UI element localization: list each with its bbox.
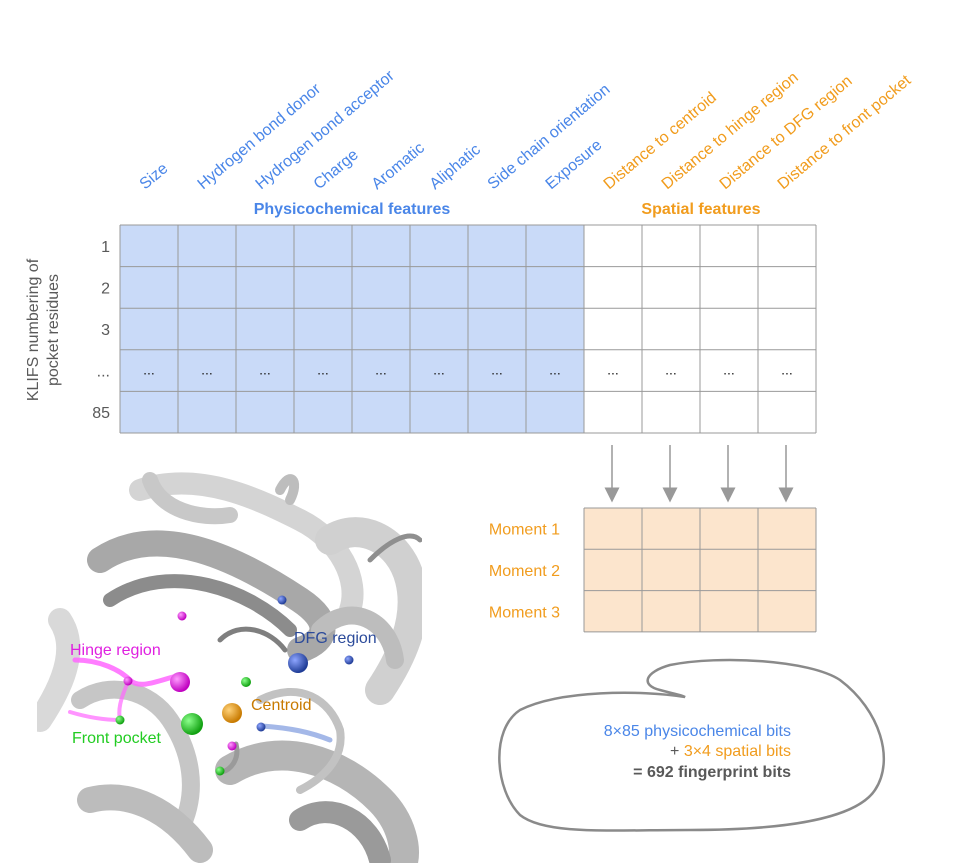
hinge-region-label: Hinge region: [70, 642, 161, 659]
ellipsis-cell: ...: [781, 362, 793, 378]
centroid-label: Centroid: [251, 697, 311, 714]
spatial-group-header: Spatial features: [641, 201, 760, 218]
row-axis-label: KLIFS numbering of pocket residues: [25, 258, 62, 401]
moment-matrix: Moment 1 Moment 2 Moment 3: [489, 507, 817, 633]
dfg-region-label: DFG region: [294, 630, 377, 647]
ellipsis-cell: ...: [607, 362, 619, 378]
summary-line-total: = 692 fingerprint bits: [633, 764, 791, 781]
ellipsis-cell: ...: [201, 362, 213, 378]
row-label: 85: [92, 405, 110, 422]
column-header-physicochemical: Charge: [311, 146, 362, 193]
feature-matrix: 1 2 3.....................................…: [92, 224, 817, 434]
column-header-physicochemical: Size: [137, 160, 172, 193]
row-label: 3: [101, 322, 110, 339]
summary-equals: =: [633, 764, 647, 781]
row-label: ...: [97, 364, 110, 381]
ellipsis-cell: ...: [665, 362, 677, 378]
ellipsis-cell: ...: [433, 362, 445, 378]
physicochemical-group-header: Physicochemical features: [254, 201, 451, 218]
row-label: 1: [101, 239, 110, 256]
row-label: 2: [101, 280, 110, 297]
moment-label: Moment 1: [489, 522, 560, 539]
kinase-structure-illustration: Hinge region Front pocket DFG region Cen…: [37, 468, 422, 863]
summary-plus: +: [670, 743, 684, 760]
summary-cloud: 8×85 physicochemical bits + 3×4 spatial …: [498, 658, 885, 832]
ellipsis-cell: ...: [317, 362, 329, 378]
row-axis-label-line1: KLIFS numbering of: [25, 258, 42, 401]
moment-arrows: [604, 445, 794, 503]
summary-line-spatial: + 3×4 spatial bits: [670, 743, 791, 760]
ellipsis-cell: ...: [259, 362, 271, 378]
column-header-physicochemical: Aliphatic: [427, 141, 484, 193]
summary-line-physicochemical: 8×85 physicochemical bits: [604, 723, 791, 740]
ellipsis-cell: ...: [549, 362, 561, 378]
column-header-physicochemical: Aromatic: [369, 139, 428, 193]
moment-label: Moment 2: [489, 563, 560, 580]
ellipsis-cell: ...: [491, 362, 503, 378]
summary-spatial-bits: 3×4 spatial bits: [684, 743, 791, 760]
ellipsis-cell: ...: [143, 362, 155, 378]
ellipsis-cell: ...: [723, 362, 735, 378]
moment-label: Moment 3: [489, 604, 560, 621]
ellipsis-cell: ...: [375, 362, 387, 378]
summary-total-bits: 692 fingerprint bits: [647, 764, 791, 781]
row-axis-label-line2: pocket residues: [45, 274, 62, 386]
front-pocket-label: Front pocket: [72, 730, 161, 747]
